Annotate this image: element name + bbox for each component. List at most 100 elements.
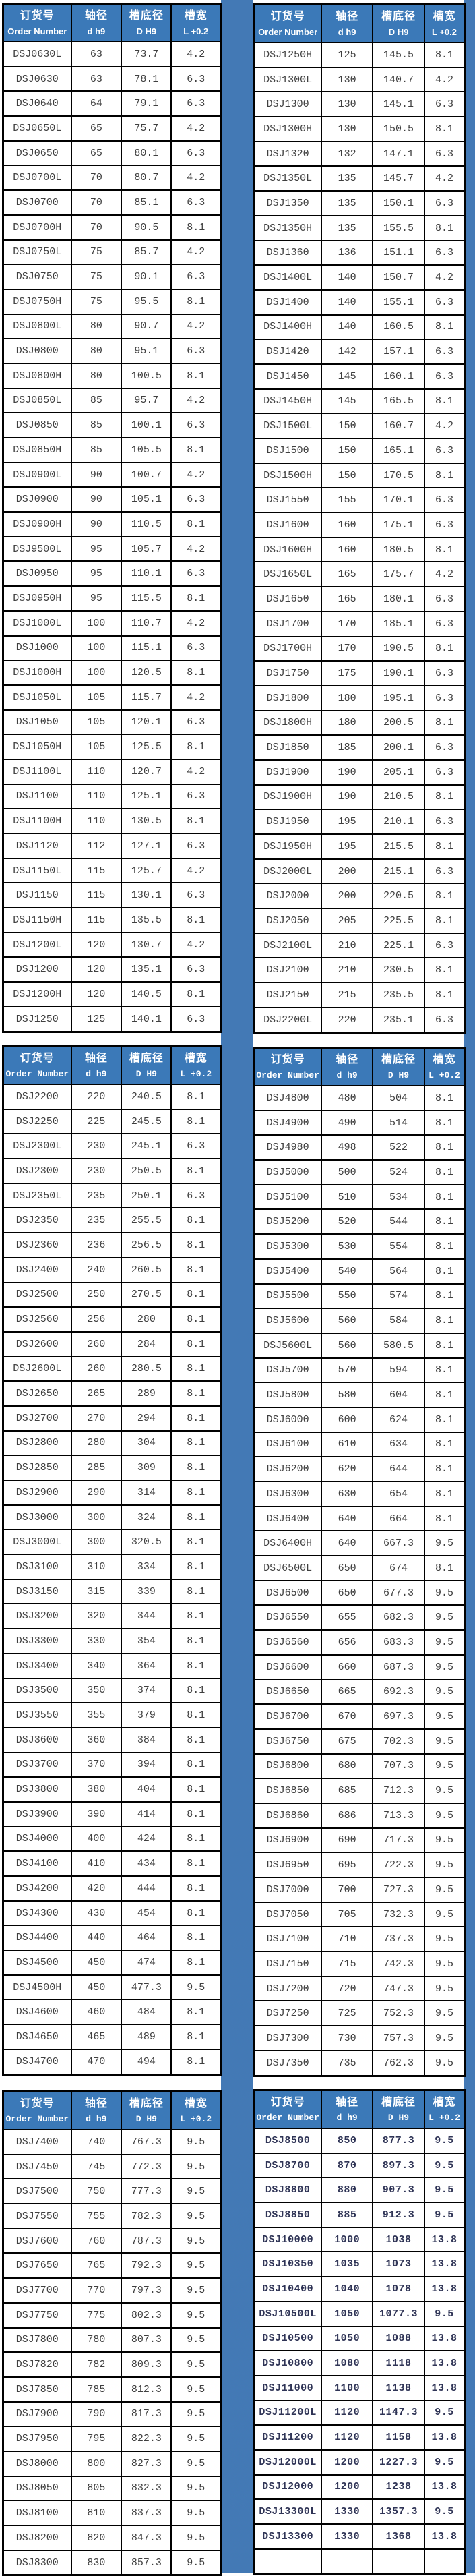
cell-groove-bottom-dia: 464 <box>121 1925 172 1952</box>
col-header-groove-bottom-dia-cn: 槽底径 <box>381 11 416 22</box>
cell-groove-width: 9.5 <box>424 1579 466 1606</box>
cell-groove-bottom-dia: 225.1 <box>372 932 425 959</box>
cell-shaft-dia: 256 <box>70 1306 123 1333</box>
cell-groove-width: 9.5 <box>170 2401 222 2428</box>
cell-shaft-dia: 470 <box>70 2048 123 2076</box>
cell-groove-width: 13.8 <box>424 2350 466 2376</box>
table-row: DSJ1120 112 127.1 6.3 <box>2 833 222 859</box>
cell-shaft-dia: 1200 <box>321 2449 374 2476</box>
cell-shaft-dia: 735 <box>321 2049 374 2077</box>
col-header-groove-width-cn: 槽宽 <box>433 11 456 22</box>
cell-order-number: DSJ6950 <box>253 1852 323 1878</box>
cell-groove-width: 9.5 <box>424 1728 466 1755</box>
cell-order-number: DSJ0850H <box>2 437 72 463</box>
cell-shaft-dia: 315 <box>70 1578 123 1605</box>
cell-groove-width: 9.5 <box>170 2326 222 2353</box>
table-row: DSJ1800 180 195.1 6.3 <box>253 684 466 711</box>
cell-order-number: DSJ2900 <box>2 1480 72 1506</box>
table-row: DSJ0630 63 78.1 6.3 <box>2 65 222 92</box>
cell-shaft-dia: 112 <box>70 833 123 859</box>
cell-shaft-dia: 160 <box>321 536 374 563</box>
cell-groove-bottom-dia: 534 <box>372 1183 425 1210</box>
table-row: DSJ10400 1040 1078 13.8 <box>253 2276 466 2302</box>
table-row: DSJ7600 760 787.3 9.5 <box>2 2227 222 2254</box>
table-row: DSJ7900 790 817.3 9.5 <box>2 2401 222 2428</box>
cell-groove-width: 8.1 <box>170 1751 222 1778</box>
cell-groove-width: 4.2 <box>424 165 466 192</box>
cell-groove-width: 6.3 <box>424 759 466 786</box>
cell-shaft-dia: 105 <box>70 684 123 711</box>
cell-order-number: DSJ3000L <box>2 1529 72 1556</box>
table-row: DSJ1350H 135 155.5 8.1 <box>253 214 466 241</box>
cell-groove-width: 8.1 <box>170 1925 222 1952</box>
header-row: 订货号 Order Number 轴径 d h9 槽底径 D H9 槽宽 L +0.2 <box>253 2089 466 2129</box>
cell-shaft-dia: 695 <box>321 1852 374 1878</box>
cell-order-number: DSJ11200 <box>253 2424 323 2451</box>
cell-shaft-dia: 1050 <box>321 2300 374 2327</box>
cell-groove-bottom-dia: 484 <box>121 1999 172 2026</box>
cell-order-number: DSJ0700H <box>2 214 72 241</box>
cell-groove-bottom-dia: 737.3 <box>372 1926 425 1953</box>
table-row: DSJ1100 110 125.1 6.3 <box>2 783 222 810</box>
cell-order-number: DSJ6650 <box>253 1678 323 1705</box>
table-row: DSJ1650 165 180.1 6.3 <box>253 586 466 612</box>
cell-groove-bottom-dia: 514 <box>372 1109 425 1136</box>
cell-groove-width: 8.1 <box>170 1825 222 1852</box>
cell-order-number: DSJ2000 <box>253 883 323 910</box>
cell-groove-bottom-dia: 90.1 <box>121 264 172 290</box>
cell-shaft-dia: 205 <box>321 908 374 934</box>
cell-shaft-dia: 770 <box>70 2277 123 2304</box>
cell-order-number: DSJ7000 <box>253 1877 323 1903</box>
cell-shaft-dia: 665 <box>321 1678 374 1705</box>
table-row: DSJ4500H 450 477.3 9.5 <box>2 1974 222 2001</box>
col-header-groove-bottom-dia-cn: 槽底径 <box>129 10 164 22</box>
cell-order-number: DSJ0630 <box>2 65 72 92</box>
cell-groove-bottom-dia: 210.1 <box>372 809 425 835</box>
cell-order-number: DSJ1700 <box>253 610 323 637</box>
cell-order-number: DSJ1100 <box>2 783 72 810</box>
table-row: DSJ2150 215 235.5 8.1 <box>253 982 466 1008</box>
col-header-groove-width-cn: 槽宽 <box>184 2098 208 2109</box>
table-row: DSJ2650 265 289 8.1 <box>2 1380 222 1407</box>
col-header-groove-bottom-dia-en: D H9 <box>388 27 409 37</box>
cell-shaft-dia: 1080 <box>321 2350 374 2376</box>
cell-shaft-dia: 750 <box>70 2178 123 2205</box>
cell-shaft-dia: 75 <box>70 288 123 315</box>
cell-groove-width: 6.3 <box>170 635 222 662</box>
table-row: DSJ7150 715 742.3 9.5 <box>253 1951 466 1977</box>
cell-groove-bottom-dia: 777.3 <box>121 2178 172 2205</box>
cell-groove-width: 4.2 <box>170 387 222 414</box>
cell-groove-bottom-dia: 140.1 <box>121 1005 172 1033</box>
cell-order-number: DSJ5300 <box>253 1233 323 1260</box>
cell-shaft-dia: 155 <box>321 487 374 514</box>
table-row: DSJ12000L 1200 1227.3 9.5 <box>253 2449 466 2476</box>
cell-groove-bottom-dia: 772.3 <box>121 2153 172 2180</box>
col-header-order-number-en: Order Number <box>7 26 67 36</box>
col-header-groove-width-en: L +0.2 <box>180 1069 212 1079</box>
table-row: DSJ3300 330 354 8.1 <box>2 1628 222 1654</box>
table-row: DSJ7200 720 747.3 9.5 <box>253 1975 466 2002</box>
cell-groove-bottom-dia: 205.1 <box>372 759 425 786</box>
table-row: DSJ4000 400 424 8.1 <box>2 1825 222 1852</box>
table-row: DSJ6550 655 682.3 9.5 <box>253 1604 466 1631</box>
cell-shaft-dia: 1100 <box>321 2374 374 2401</box>
table-row: DSJ7820 782 809.3 9.5 <box>2 2351 222 2378</box>
cell-groove-width: 6.3 <box>170 833 222 859</box>
col-header-order-number: 订货号 Order Number <box>253 3 323 43</box>
cell-groove-width: 6.3 <box>424 239 466 266</box>
table-row: DSJ1700H 170 190.5 8.1 <box>253 635 466 662</box>
cell-shaft-dia: 330 <box>70 1628 123 1654</box>
cell-order-number: DSJ0850 <box>2 412 72 438</box>
center-gutter-strip <box>221 0 253 2573</box>
cell-groove-width: 8.1 <box>170 1529 222 1556</box>
cell-order-number: DSJ0950 <box>2 560 72 587</box>
table-row: DSJ1900H 190 210.5 8.1 <box>253 784 466 811</box>
cell-shaft-dia: 140 <box>321 289 374 316</box>
cell-groove-bottom-dia: 489 <box>121 2024 172 2050</box>
cell-groove-bottom-dia: 504 <box>372 1085 425 1111</box>
cell-groove-width: 8.1 <box>170 1677 222 1704</box>
cell-groove-width: 4.2 <box>424 561 466 588</box>
cell-order-number: DSJ1100H <box>2 808 72 834</box>
cell-order-number: DSJ4100 <box>2 1850 72 1877</box>
cell-groove-width: 8.1 <box>424 116 466 142</box>
